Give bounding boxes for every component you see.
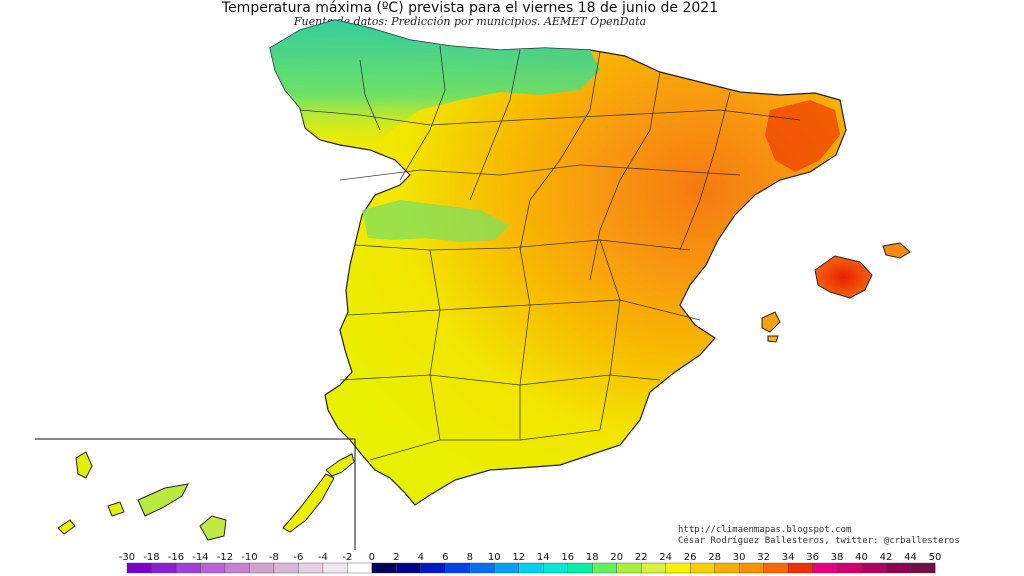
legend-color-swatch (371, 562, 397, 574)
legend-color-swatch (640, 562, 667, 574)
formentera (767, 335, 779, 343)
legend-tick-label: 0 (369, 552, 375, 563)
legend-tick-label: 40 (855, 552, 868, 563)
legend-tick-label: 10 (488, 552, 501, 563)
legend-color-swatch (469, 562, 495, 574)
legend-tick-label: 44 (904, 552, 917, 563)
map-title: Temperatura máxima (ºC) prevista para el… (221, 0, 719, 16)
legend-color-swatch (763, 562, 789, 574)
menorca (882, 242, 911, 259)
legend-color-swatch (592, 562, 618, 574)
legend-tick-label: 42 (880, 552, 893, 563)
peninsula (269, 19, 847, 506)
tenerife (137, 483, 189, 517)
legend-tick-label: 4 (418, 552, 424, 563)
legend-tick-label: 28 (708, 552, 721, 563)
legend-color-swatch (665, 562, 691, 574)
legend-color-swatch (445, 562, 471, 574)
legend-color-swatch (787, 562, 814, 574)
legend-color-bar (126, 562, 936, 574)
legend-tick-label: 26 (684, 552, 697, 563)
legend-tick-label: 16 (561, 552, 574, 563)
legend-color-swatch (861, 562, 887, 574)
legend-tick-label: 38 (831, 552, 844, 563)
legend-tick-label: -6 (293, 552, 303, 563)
legend-tick-label: 8 (467, 552, 473, 563)
legend-tick-label: -2 (342, 552, 352, 563)
credits-blog: http://climaenmapas.blogspot.com (678, 525, 852, 535)
fuerteventura (282, 473, 335, 533)
el-hierro (57, 519, 76, 535)
legend-color-swatch (298, 562, 324, 574)
legend-tick-label: 18 (586, 552, 599, 563)
legend-color-swatch (836, 562, 863, 574)
legend-tick-label: 6 (442, 552, 448, 563)
legend-color-swatch (910, 562, 936, 574)
la-palma (75, 451, 93, 479)
legend-ticks: -30 -18 -16 -14 -12 -10 -8 -6 -4 -2 0 2 4 6 8 10 12 14 16 1… (119, 552, 942, 563)
legend-tick-label: -4 (318, 552, 328, 563)
inset-frame (35, 438, 356, 550)
legend-color-swatch (347, 562, 373, 574)
gran-canaria (199, 515, 227, 541)
legend-color-swatch (151, 562, 177, 574)
legend-tick-label: 50 (929, 552, 942, 563)
la-gomera (107, 501, 125, 517)
central-cool-zone (362, 200, 510, 242)
legend-color-swatch (175, 562, 201, 574)
legend-tick-label: -16 (168, 552, 184, 563)
legend-color-swatch (420, 562, 446, 574)
legend-color-swatch (396, 562, 422, 574)
credits-author: César Rodríguez Ballesteros, twitter: @c… (678, 536, 960, 546)
province-borders (299, 45, 801, 461)
legend-color-swatch (543, 562, 569, 574)
legend-tick-label: 36 (806, 552, 819, 563)
legend-tick-label: -10 (241, 552, 257, 563)
legend-tick-label: 22 (635, 552, 648, 563)
canary-islands-inset (35, 438, 356, 550)
legend-tick-label: 32 (757, 552, 770, 563)
legend-color-swatch (689, 562, 716, 574)
legend-tick-label: 20 (610, 552, 623, 563)
legend-tick-label: -30 (119, 552, 135, 563)
legend-color-swatch (738, 562, 765, 574)
lanzarote (325, 453, 355, 477)
legend-color-swatch (567, 562, 593, 574)
mallorca (814, 255, 873, 299)
legend-tick-label: -14 (192, 552, 208, 563)
peninsula-shape (269, 19, 847, 506)
legend-color-swatch (812, 562, 838, 574)
credits: http://climaenmapas.blogspot.com César R… (678, 525, 960, 547)
legend-tick-label: -12 (217, 552, 233, 563)
legend-color-swatch (273, 562, 299, 574)
legend-color-swatch (714, 562, 740, 574)
legend-color-swatch (494, 562, 520, 574)
legend-tick-label: 30 (733, 552, 746, 563)
legend-color-swatch (322, 562, 348, 574)
legend-tick-label: 12 (512, 552, 525, 563)
legend-color-swatch (518, 562, 544, 574)
balearic-islands (761, 242, 911, 343)
legend-tick-label: -8 (269, 552, 279, 563)
legend-tick-label: 34 (782, 552, 795, 563)
legend-color-swatch (224, 562, 250, 574)
legend-tick-label: 24 (659, 552, 672, 563)
legend-tick-label: -18 (143, 552, 159, 563)
legend-color-swatch (200, 562, 226, 574)
ibiza (761, 311, 781, 333)
legend-color-swatch (885, 562, 912, 574)
legend-color-swatch (126, 562, 152, 574)
map-subtitle: Fuente de datos: Predicción por municipi… (293, 15, 647, 28)
legend-tick-label: 2 (393, 552, 399, 563)
legend-color-swatch (249, 562, 275, 574)
legend-color-swatch (616, 562, 642, 574)
legend-tick-label: 14 (537, 552, 550, 563)
